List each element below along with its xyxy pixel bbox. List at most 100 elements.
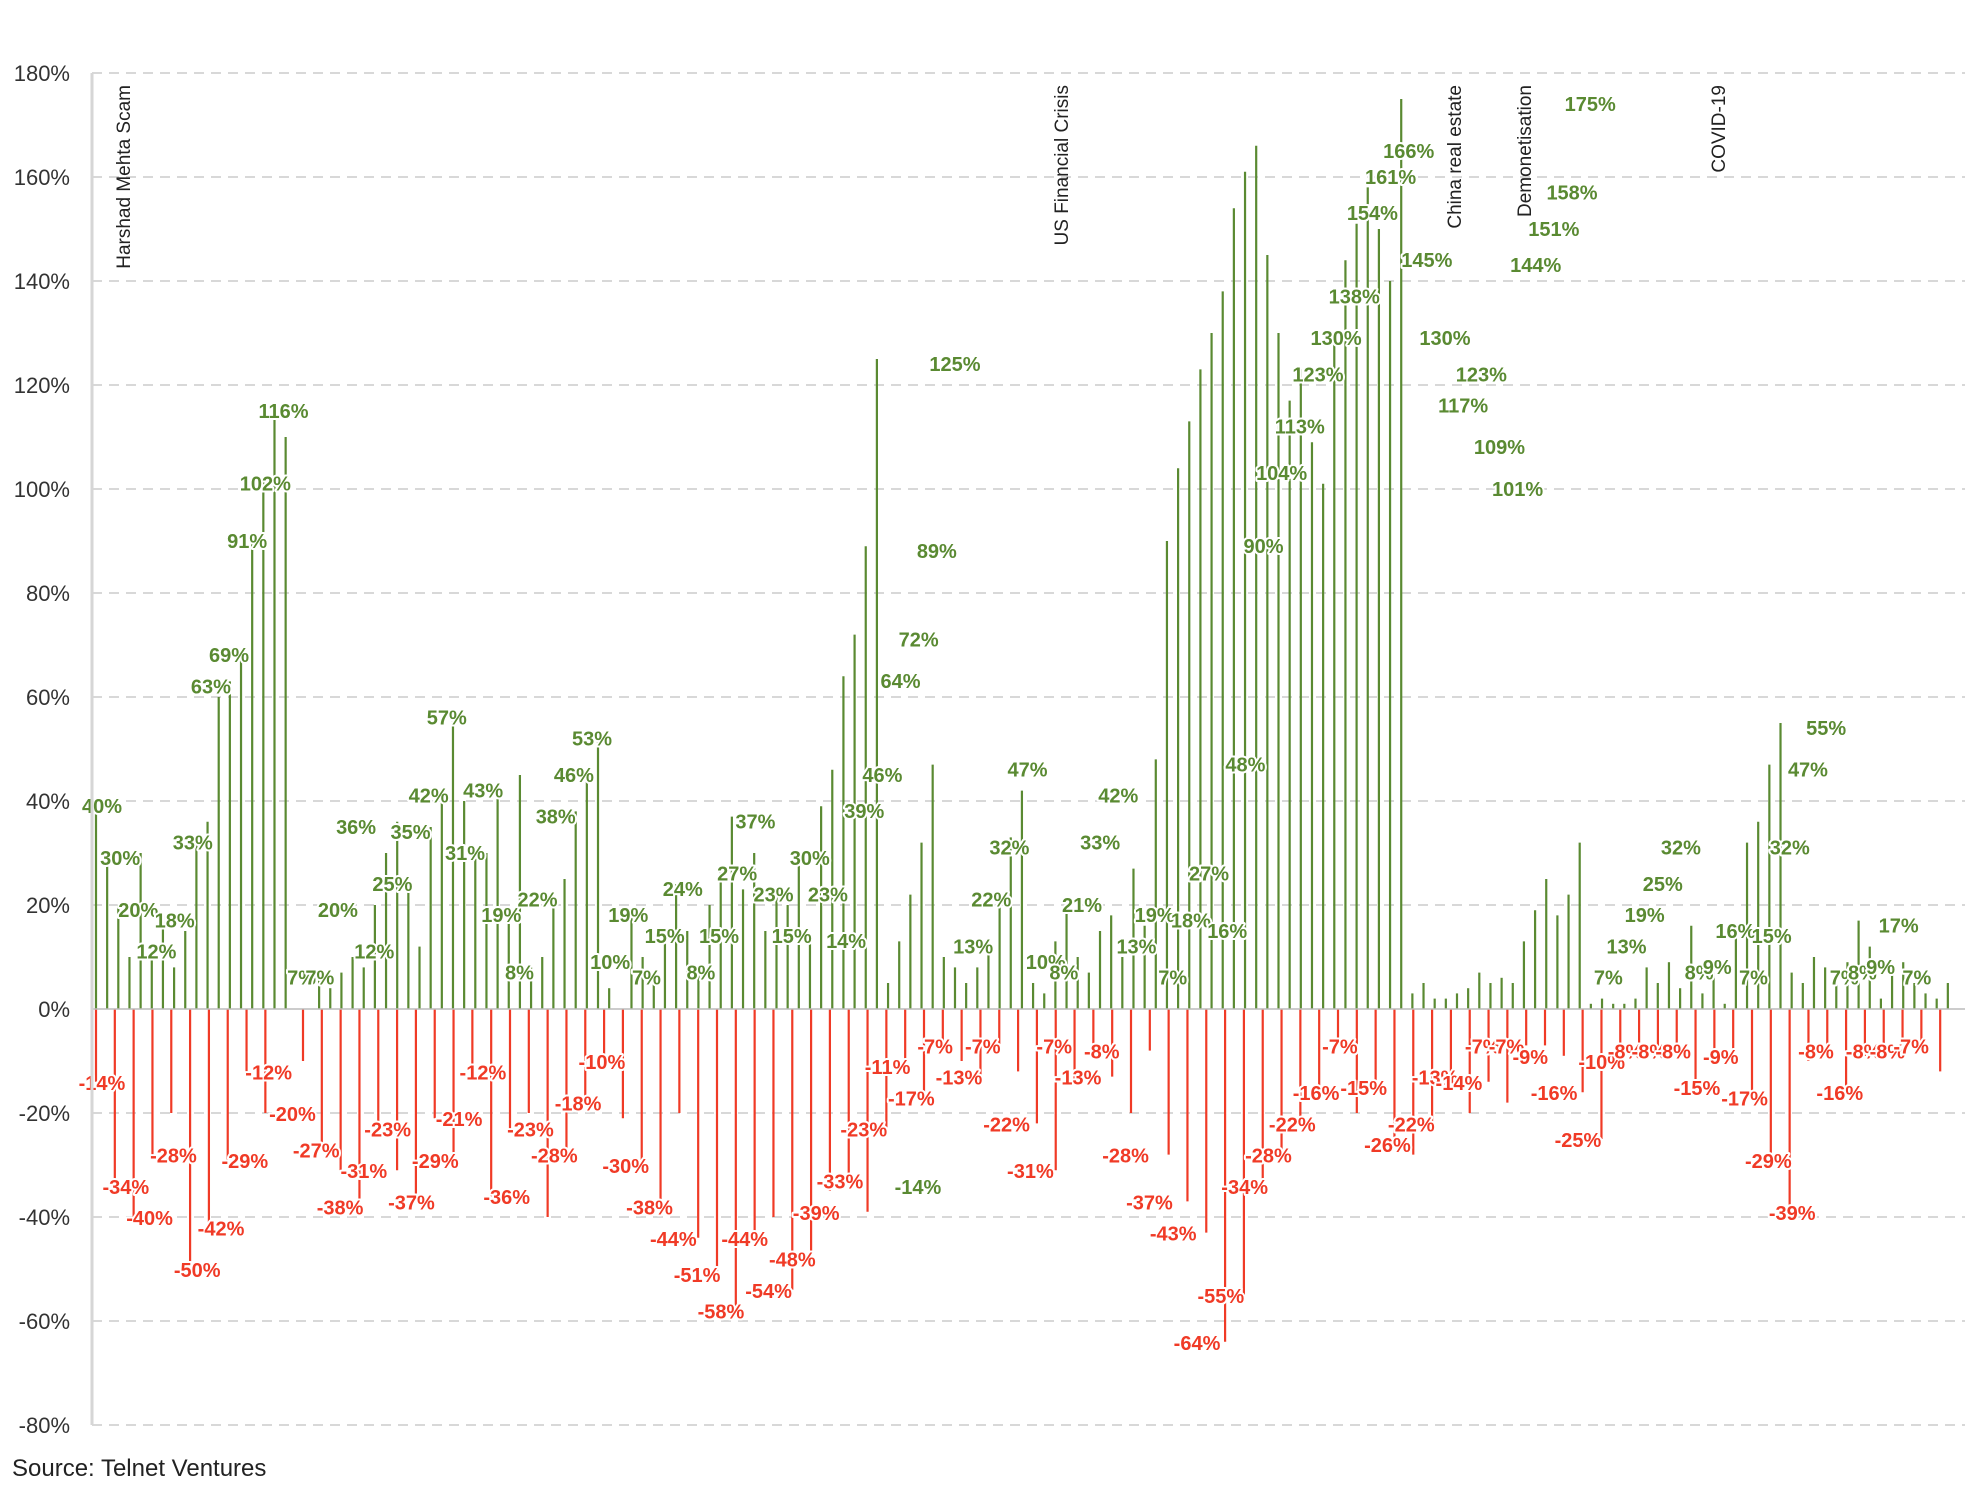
y-tick-label: 140% — [14, 269, 70, 294]
y-axis-ticks: -80% -60% -40% -20% 0% 20% 40% 60% 80% 100% 120% 14… — [14, 61, 70, 1438]
gain-data-label: 116% — [258, 401, 308, 423]
gain-data-label: 33% — [1080, 832, 1120, 854]
loss-data-label: -7% — [1893, 1036, 1929, 1058]
event-annotations: Harshad Mehta Scam US Financial Crisis Chi… — [114, 85, 1730, 269]
source-note: Source: Telnet Ventures — [12, 1455, 267, 1482]
loss-data-label: -26% — [1364, 1135, 1411, 1157]
gain-data-label: 18% — [155, 910, 195, 932]
loss-data-label: -17% — [888, 1088, 935, 1110]
loss-data-label: -34% — [102, 1177, 149, 1199]
loss-data-label: -58% — [698, 1302, 745, 1324]
loss-data-label: -54% — [745, 1281, 792, 1303]
loss-data-label: -8% — [1870, 1042, 1906, 1064]
gain-data-label: 161% — [1365, 167, 1416, 189]
y-tick-label: 80% — [26, 581, 70, 606]
loss-data-label: -9% — [1513, 1047, 1549, 1069]
gain-data-label: 12% — [136, 942, 176, 964]
loss-data-label: -13% — [936, 1068, 983, 1090]
gain-data-label: 69% — [209, 645, 249, 667]
gain-data-label: 89% — [917, 541, 957, 563]
gain-data-label: 46% — [862, 765, 902, 787]
loss-data-label: -14% — [1436, 1073, 1483, 1095]
gain-data-label: 7% — [1594, 968, 1623, 990]
loss-data-label: -12% — [245, 1062, 292, 1084]
gain-data-label: 175% — [1565, 94, 1616, 116]
loss-data-label: -48% — [769, 1250, 816, 1272]
loss-data-label: -14% — [79, 1073, 126, 1095]
gain-data-label: 7% — [287, 968, 316, 990]
loss-data-label: -23% — [507, 1120, 554, 1142]
gain-data-label: 18% — [1171, 910, 1211, 932]
event-annotation: China real estate — [1445, 85, 1466, 229]
loss-data-label: -15% — [1340, 1078, 1387, 1100]
loss-data-label: -16% — [1293, 1083, 1340, 1105]
loss-data-label: -28% — [1102, 1146, 1149, 1168]
loss-data-label: -37% — [1126, 1192, 1173, 1214]
gain-data-label: 72% — [899, 630, 939, 652]
loss-data-label: -8% — [1608, 1042, 1644, 1064]
gain-data-label: 7% — [1158, 968, 1187, 990]
y-tick-label: -20% — [19, 1101, 70, 1126]
gain-data-label: 102% — [240, 474, 291, 496]
gain-data-label: 21% — [1062, 895, 1102, 917]
gain-data-label: 19% — [1625, 905, 1665, 927]
loss-data-label: -44% — [650, 1229, 697, 1251]
gain-data-label: 47% — [1008, 760, 1048, 782]
loss-data-label: -16% — [1816, 1083, 1863, 1105]
gain-data-label: 30% — [100, 848, 140, 870]
loss-data-label: -33% — [817, 1172, 864, 1194]
gain-data-label: 144% — [1510, 255, 1561, 277]
gain-data-label: 57% — [427, 708, 467, 730]
gain-data-label: 23% — [753, 884, 793, 906]
gain-data-label: 33% — [173, 832, 213, 854]
event-annotation: US Financial Crisis — [1052, 85, 1073, 245]
loss-data-label: -23% — [364, 1120, 411, 1142]
loss-data-label: -7% — [965, 1036, 1001, 1058]
gain-data-label: 7% — [1902, 968, 1931, 990]
gain-data-label: 47% — [1788, 760, 1828, 782]
loss-data-label: -28% — [531, 1146, 578, 1168]
loss-data-label: -29% — [221, 1151, 268, 1173]
loss-data-label: -29% — [1745, 1151, 1792, 1173]
gain-data-label: 19% — [1135, 905, 1175, 927]
loss-data-label: -51% — [674, 1265, 721, 1287]
loss-data-label: -31% — [1007, 1161, 1054, 1183]
loss-data-label: -64% — [1174, 1333, 1221, 1355]
gain-data-label: 8% — [1685, 962, 1714, 984]
gain-data-label: 166% — [1383, 141, 1434, 163]
loss-data-label: -50% — [174, 1260, 221, 1282]
loss-data-label: -15% — [1674, 1078, 1721, 1100]
y-tick-label: 100% — [14, 477, 70, 502]
gain-data-label: 7% — [1739, 968, 1768, 990]
loss-data-label: -9% — [1703, 1047, 1739, 1069]
loss-data-label: -23% — [840, 1120, 887, 1142]
y-tick-label: 40% — [26, 789, 70, 814]
gain-data-label: 38% — [536, 806, 576, 828]
gain-data-label: 7% — [1830, 968, 1859, 990]
gain-data-label: 151% — [1528, 219, 1579, 241]
gain-data-label: -14% — [895, 1177, 942, 1199]
y-tick-label: -60% — [19, 1309, 70, 1334]
y-tick-label: -40% — [19, 1205, 70, 1230]
loss-data-label: -20% — [269, 1104, 316, 1126]
gain-data-label: 158% — [1546, 182, 1597, 204]
loss-data-label: -10% — [579, 1052, 626, 1074]
gain-data-label: 14% — [826, 931, 866, 953]
loss-data-label: -43% — [1150, 1224, 1197, 1246]
gain-data-label: 25% — [1643, 874, 1683, 896]
loss-data-label: -13% — [1055, 1068, 1102, 1090]
gain-data-label: 13% — [953, 936, 993, 958]
loss-data-label: -55% — [1197, 1286, 1244, 1308]
event-annotation: Harshad Mehta Scam — [114, 85, 135, 269]
gain-data-label: 15% — [645, 926, 685, 948]
gain-data-label: 123% — [1456, 364, 1507, 386]
loss-data-label: -7% — [1465, 1036, 1501, 1058]
gain-data-label: 32% — [989, 838, 1029, 860]
gain-data-label: 46% — [554, 765, 594, 787]
loss-data-label: -10% — [1578, 1052, 1625, 1074]
loss-data-label: -28% — [1245, 1146, 1292, 1168]
loss-data-label: -40% — [126, 1208, 173, 1230]
gain-data-label: 40% — [82, 796, 122, 818]
gain-data-label: 145% — [1401, 250, 1452, 272]
